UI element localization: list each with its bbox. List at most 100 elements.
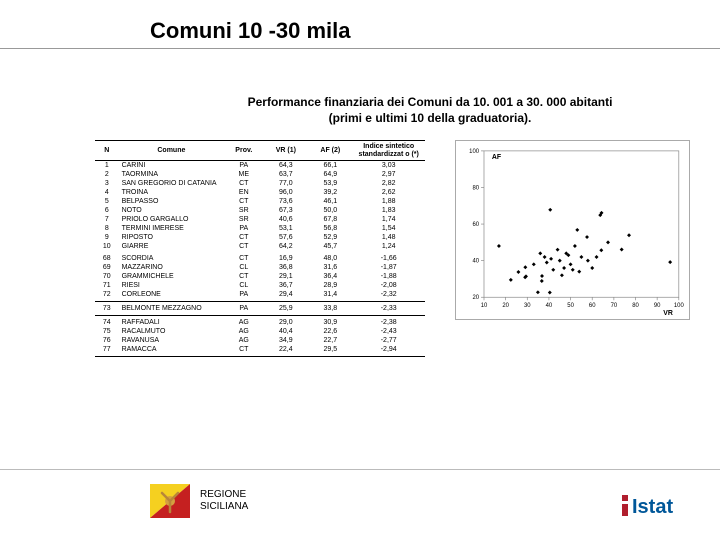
cell-prov: AG [224,316,263,328]
svg-text:AF: AF [492,154,501,161]
table-row: 69MAZZARINOCL36,831,6-1,87 [95,263,425,272]
col-prov: Prov. [224,141,263,161]
cell-af: 39,2 [308,188,352,197]
svg-text:40: 40 [546,303,553,309]
scatter-chart: 10203040506070809010020406080100VRAF [455,140,690,320]
cell-prov: PA [224,302,263,316]
svg-text:20: 20 [472,295,479,301]
cell-vr: 36,7 [263,281,308,290]
cell-af: 31,4 [308,290,352,302]
cell-n: 72 [95,290,119,302]
table-row: 71RIESICL36,728,9-2,08 [95,281,425,290]
cell-af: 67,8 [308,215,352,224]
footer-line1: REGIONE [200,489,246,500]
cell-af: 33,8 [308,302,352,316]
istat-logo-icon: Istat [622,492,690,518]
cell-idx: -2,43 [352,327,425,336]
cell-n: 10 [95,242,119,251]
cell-comune: RIPOSTO [119,233,225,242]
table-row: 2TAORMINAME63,764,92,97 [95,170,425,179]
svg-text:Istat: Istat [632,496,673,518]
cell-af: 28,9 [308,281,352,290]
cell-comune: TAORMINA [119,170,225,179]
cell-prov: SR [224,215,263,224]
cell-idx: 1,88 [352,197,425,206]
svg-text:40: 40 [472,259,479,265]
col-af: AF (2) [308,141,352,161]
cell-prov: PA [224,290,263,302]
cell-vr: 22,4 [263,345,308,357]
cell-idx: 3,03 [352,161,425,171]
table-row: 74RAFFADALIAG29,030,9-2,38 [95,316,425,328]
cell-idx: -1,88 [352,272,425,281]
cell-prov: CT [224,272,263,281]
cell-idx: 1,24 [352,242,425,251]
cell-prov: CT [224,242,263,251]
cell-n: 77 [95,345,119,357]
cell-comune: NOTO [119,206,225,215]
cell-af: 66,1 [308,161,352,171]
cell-comune: TROINA [119,188,225,197]
cell-af: 56,8 [308,224,352,233]
cell-n: 68 [95,251,119,263]
cell-n: 4 [95,188,119,197]
cell-vr: 16,9 [263,251,308,263]
cell-comune: RAMACCA [119,345,225,357]
cell-idx: 2,62 [352,188,425,197]
cell-prov: CT [224,233,263,242]
cell-n: 2 [95,170,119,179]
cell-n: 5 [95,197,119,206]
cell-n: 8 [95,224,119,233]
svg-text:70: 70 [611,303,618,309]
cell-af: 52,9 [308,233,352,242]
table-row: 1CARINIPA64,366,13,03 [95,161,425,171]
cell-prov: AG [224,336,263,345]
cell-vr: 40,4 [263,327,308,336]
table-row: 70GRAMMICHELECT29,136,4-1,88 [95,272,425,281]
cell-n: 9 [95,233,119,242]
cell-prov: EN [224,188,263,197]
cell-vr: 25,9 [263,302,308,316]
cell-af: 46,1 [308,197,352,206]
cell-comune: SAN GREGORIO DI CATANIA [119,179,225,188]
table-row: 68SCORDIACT16,948,0-1,66 [95,251,425,263]
cell-idx: 1,54 [352,224,425,233]
cell-vr: 63,7 [263,170,308,179]
data-table-region: N Comune Prov. VR (1) AF (2) Indice sint… [95,140,425,357]
svg-text:80: 80 [472,185,479,191]
cell-n: 76 [95,336,119,345]
cell-af: 45,7 [308,242,352,251]
cell-comune: RAVANUSA [119,336,225,345]
subtitle: Performance finanziaria dei Comuni da 10… [200,95,660,126]
performance-table: N Comune Prov. VR (1) AF (2) Indice sint… [95,140,425,357]
cell-af: 36,4 [308,272,352,281]
chart-svg: 10203040506070809010020406080100VRAF [456,141,689,319]
cell-af: 50,0 [308,206,352,215]
cell-vr: 29,0 [263,316,308,328]
cell-idx: -2,33 [352,302,425,316]
cell-comune: TERMINI IMERESE [119,224,225,233]
footer-region: REGIONE SICILIANA [150,484,248,518]
col-indice: Indice sintetico standardizzat o (*) [352,141,425,161]
cell-af: 31,6 [308,263,352,272]
cell-vr: 73,6 [263,197,308,206]
cell-prov: CT [224,197,263,206]
cell-prov: PA [224,224,263,233]
subtitle-line1: Performance finanziaria dei Comuni da 10… [248,95,613,109]
table-row: 75RACALMUTOAG40,422,6-2,43 [95,327,425,336]
cell-vr: 53,1 [263,224,308,233]
svg-text:100: 100 [469,149,480,155]
footer-label: REGIONE SICILIANA [200,489,248,513]
col-vr: VR (1) [263,141,308,161]
svg-text:VR: VR [663,310,673,317]
svg-text:20: 20 [502,303,509,309]
cell-idx: -2,08 [352,281,425,290]
cell-n: 70 [95,272,119,281]
cell-af: 22,7 [308,336,352,345]
svg-text:90: 90 [654,303,661,309]
page-title: Comuni 10 -30 mila [150,18,351,44]
col-n: N [95,141,119,161]
cell-comune: RAFFADALI [119,316,225,328]
table-row: 5BELPASSOCT73,646,11,88 [95,197,425,206]
cell-af: 22,6 [308,327,352,336]
